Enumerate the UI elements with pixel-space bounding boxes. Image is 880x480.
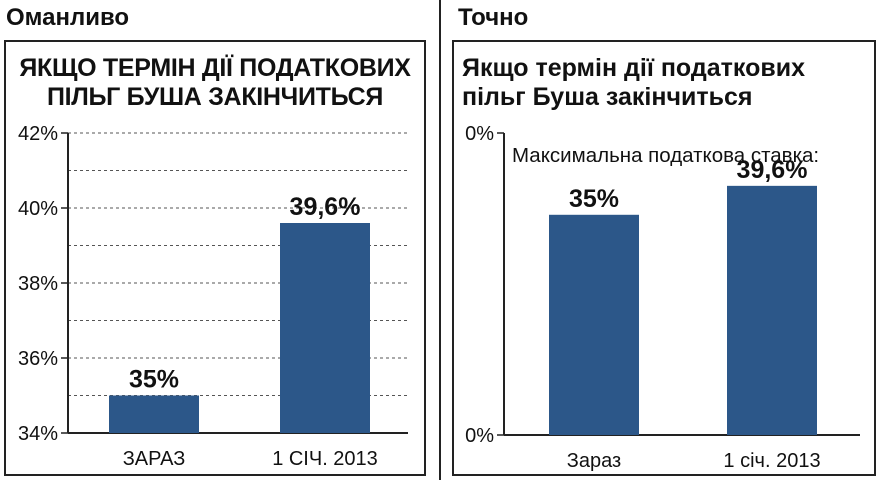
left-chart: 34% 36% 38% 40% 42% 35% ЗАРАЗ 39,6% 1 СІЧ. 2013 [18,123,408,470]
left-title-line-2: ПІЛЬГ БУША ЗАКІНЧИТЬСЯ [46,83,384,111]
y-tick-label: 38% [18,273,58,295]
max-tax-rate-annotation: Максимальна податкова ставка: [512,144,819,167]
x-category-label: 1 січ. 2013 [723,450,820,472]
x-category-label: 1 СІЧ. 2013 [272,448,378,470]
left-chart-title: ЯКЩО ТЕРМІН ДІЇ ПОДАТКОВИХ ПІЛЬГ БУША ЗА… [4,54,426,112]
left-title-line-1: ЯКЩО ТЕРМІН ДІЇ ПОДАТКОВИХ [19,54,411,82]
y-tick-label: 0% [465,425,494,447]
bar-value-label: 39,6% [737,156,808,184]
left-panel-heading: Оманливо [6,4,130,31]
bar-value-label: 35% [129,366,179,394]
y-tick-label: 42% [18,123,58,145]
y-tick-label: 36% [18,348,58,370]
bar-value-label: 39,6% [290,193,361,221]
x-category-label: Зараз [567,450,621,472]
right-title-line-1: Якщо термін дії податкових [462,54,805,82]
bar [109,395,199,433]
right-title-line-2: пільг Буша закінчиться [462,83,753,111]
x-category-label: ЗАРАЗ [123,448,186,470]
bar-value-label: 35% [569,185,619,213]
y-tick-label: 34% [18,423,58,445]
y-tick-label: 0% [465,123,494,145]
right-chart-title: Якщо термін дії податкових пільг Буша за… [462,54,805,112]
right-chart: Максимальна податкова ставка: 0% 0% 35% Зар… [465,123,860,472]
bar [549,214,639,435]
right-panel-heading: Точно [458,4,529,31]
y-tick-label: 40% [18,198,58,220]
bar [727,185,817,435]
bar [280,223,370,433]
panel-divider [439,0,441,480]
right-chart-frame [452,40,876,476]
left-chart-frame [4,40,426,476]
